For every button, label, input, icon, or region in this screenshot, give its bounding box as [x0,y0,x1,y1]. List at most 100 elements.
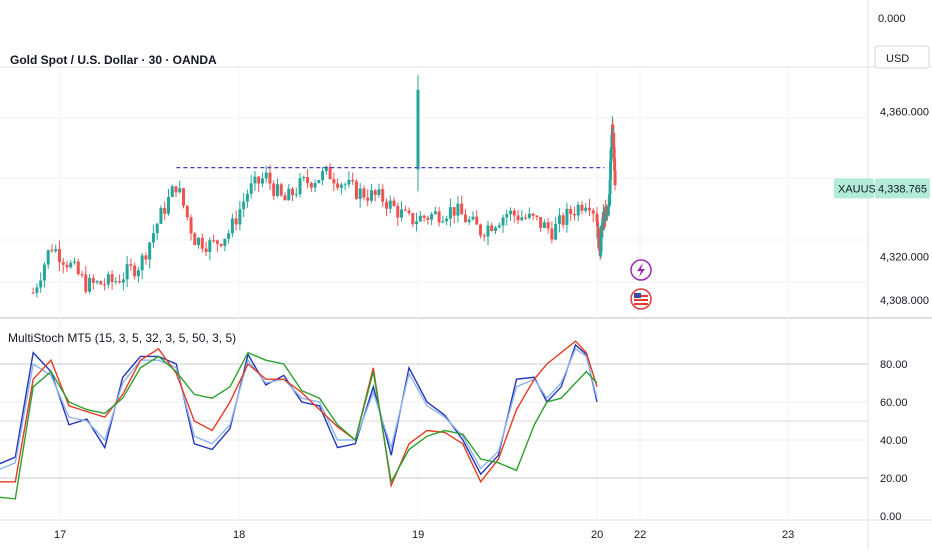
candle-body [253,176,257,184]
lightning-icon[interactable] [630,259,652,281]
candle-body [200,237,204,249]
candle-body [524,217,528,219]
symbol-badge [834,178,874,199]
candle-body [279,184,283,196]
candle-body [497,225,501,228]
candle-body [388,200,392,209]
candle-body [54,249,58,252]
time-tick-label: 20 [591,529,603,541]
candle-body [613,158,617,171]
candle-body [494,227,498,231]
candle-body [612,133,616,148]
stoch-tick-label: 20.00 [880,473,908,485]
candle-body [95,281,99,283]
symbol-badge-label: XAUUSD [838,183,884,195]
candle-body [35,287,39,293]
stoch-series-line [0,343,598,476]
candle-body [441,221,445,223]
stoch-series-line [0,351,598,500]
candle-body [317,180,321,184]
candle-body [501,217,505,226]
candle-body [366,197,370,201]
candle-body [467,219,471,223]
indicator-label: MultiStoch MT5 (15, 3, 5, 32, 3, 5, 50, … [8,331,236,345]
time-tick-label: 23 [782,529,794,541]
time-tick-label: 17 [54,529,66,541]
candle-body [332,179,336,184]
candle-body [613,170,617,186]
candle-body [475,216,479,225]
candle-body [381,189,385,202]
candle-body [185,205,189,218]
candle-body [125,264,129,280]
candle-body [230,218,234,234]
candle-body [396,206,400,218]
candle-body [103,284,107,286]
candle-body [542,222,546,228]
candle-body [569,208,573,215]
candle-body [433,211,437,215]
candle-body [516,215,520,221]
candle-body [418,215,422,222]
candle-body [140,255,144,271]
candle-body [437,211,441,223]
time-tick-label: 18 [233,529,245,541]
stoch-tick-label: 40.00 [880,435,908,447]
time-axis: 17 18 19 20 22 23 [54,529,794,541]
candle-body [260,178,264,184]
us-flag-icon[interactable] [630,288,652,310]
candle-body [50,250,54,252]
candle-body [208,240,212,252]
candle-body [136,270,140,277]
candle-body [84,274,88,292]
candle-body [294,194,298,196]
candle-body [572,214,576,216]
candle-body [460,203,464,215]
candle-body [531,213,535,216]
candle-body [121,279,125,283]
candle-body [584,207,588,211]
candle-body [91,278,95,283]
candle-body [275,184,279,196]
candle-body [291,188,295,196]
candle-body [369,190,373,201]
top-axis-value: 0.000 [878,13,906,25]
candle-body [69,262,73,268]
candle-body [546,222,550,229]
price-tick-label: 4,320.000 [880,251,929,263]
price-tick-label: 4,308.000 [880,295,929,307]
candle-body [430,214,434,220]
candle-body [557,215,561,224]
candle-body [512,210,516,216]
candle-body [509,210,513,215]
candle-body [178,188,182,193]
candle-body [606,207,610,216]
candle-body [257,176,261,184]
time-tick-label: 22 [634,529,646,541]
stoch-series-line [0,340,598,489]
candle-body [144,255,148,260]
candle-body [527,213,531,218]
candle-body [343,184,347,186]
candle-body [452,207,456,216]
currency-button[interactable] [874,45,930,69]
candle-body [159,207,163,224]
candle-body [400,209,404,218]
time-tick-label: 19 [412,529,424,541]
candle-body [478,224,482,236]
candle-body [193,233,197,246]
candle-body [106,274,110,285]
candle-body [148,242,152,260]
candle-body [223,238,227,246]
candle-body [283,195,287,201]
candle-body [298,178,302,195]
candle-body [234,218,238,225]
candle-body [309,183,313,188]
candle-body [118,281,122,283]
price-badge [875,178,930,199]
candle-body [471,216,475,220]
candle-body [373,190,377,196]
candle-body [595,221,599,227]
